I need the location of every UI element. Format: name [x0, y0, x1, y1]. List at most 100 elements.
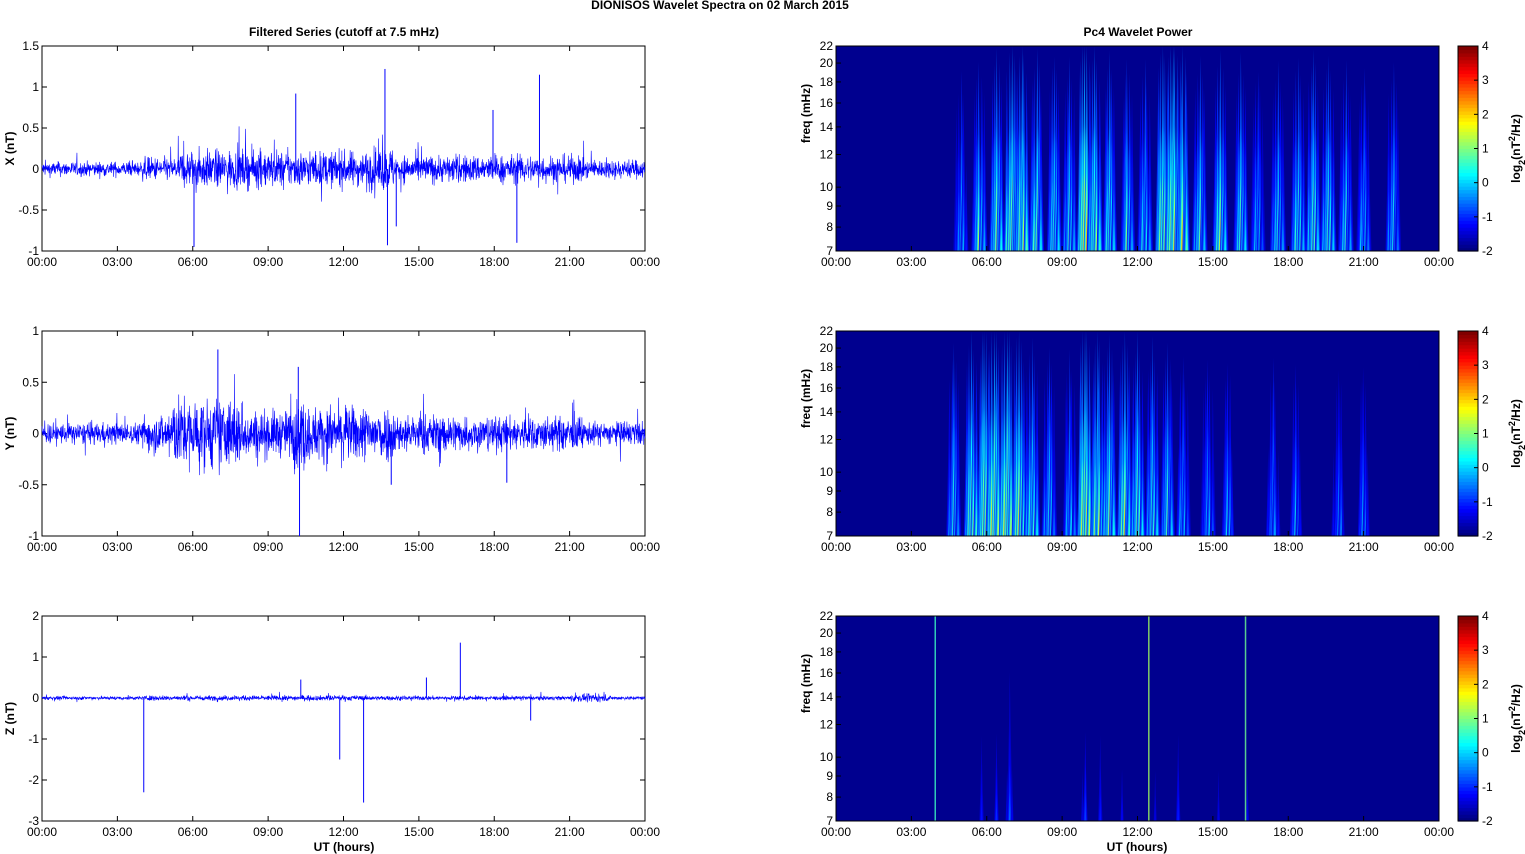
wavelet-z-y-tick-label: 9: [826, 769, 833, 783]
wavelet-z-colorbar-cell: [1458, 721, 1478, 726]
wavelet-y-y-tick-label: 20: [820, 341, 834, 355]
wavelet-z-x-tick-label: 00:00: [821, 825, 851, 839]
wavelet-x-colorbar-cell: [1458, 80, 1478, 85]
wavelet-x-burst: [1332, 218, 1335, 251]
wavelet-y-colorbar-cell: [1458, 337, 1478, 342]
wavelet-y-colorbar-cell: [1458, 378, 1478, 383]
wavelet-y-colorbar-cell: [1458, 382, 1478, 387]
wavelet-y-colorbar-cell: [1458, 454, 1478, 459]
wavelet-z-y-tick-label: 16: [820, 666, 834, 680]
wavelet-y-colorbar-cell: [1458, 491, 1478, 496]
wavelet-z-colorbar-cell: [1458, 725, 1478, 730]
wavelet-y-colorbar-cell: [1458, 481, 1478, 486]
series-z-x-tick-label: 09:00: [253, 825, 283, 839]
wavelet-x-colorbar-cell: [1458, 121, 1478, 126]
wavelet-z-colorbar-cell: [1458, 691, 1478, 696]
wavelet-z-x-tick-label: 12:00: [1122, 825, 1152, 839]
wavelet-y-colorbar-cell: [1458, 368, 1478, 373]
series-y-y-tick-label: -0.5: [18, 478, 39, 492]
wavelet-x-burst: [1040, 217, 1042, 251]
wavelet-z-colorbar-cell: [1458, 769, 1478, 774]
wavelet-x-colorbar-label: log2(nT2/Hz): [1507, 114, 1525, 183]
wavelet-x-burst: [1244, 218, 1247, 251]
wavelet-z-y-tick-label: 7: [826, 814, 833, 828]
wavelet-x-burst: [962, 219, 965, 251]
wavelet-x-colorbar-cell: [1458, 128, 1478, 133]
wavelet-x-colorbar-cell: [1458, 114, 1478, 119]
wavelet-x-y-tick-label: 14: [820, 120, 834, 134]
series-y-line: [41, 374, 646, 476]
wavelet-z-colorbar-cell: [1458, 780, 1478, 785]
wavelet-x-burst: [1185, 215, 1188, 251]
wavelet-x-x-tick-label: 00:00: [1424, 255, 1454, 269]
series-y-x-tick-label: 12:00: [328, 540, 358, 554]
wavelet-x-x-tick-label: 09:00: [1047, 255, 1077, 269]
wavelet-y-colorbar-cell: [1458, 361, 1478, 366]
wavelet-x-colorbar-cell: [1458, 244, 1478, 249]
wavelet-x-colorbar-cell: [1458, 240, 1478, 245]
wavelet-x-y-tick-label: 18: [820, 75, 834, 89]
wavelet-y-colorbar-cell: [1458, 392, 1478, 397]
wavelet-y-colorbar-tick-label: 1: [1482, 427, 1489, 441]
wavelet-y-colorbar-cell: [1458, 484, 1478, 489]
wavelet-z-colorbar-tick-label: -2: [1482, 814, 1493, 828]
wavelet-x-colorbar-cell: [1458, 162, 1478, 167]
wavelet-x-colorbar-label-part: 2: [1507, 136, 1517, 141]
wavelet-y-colorbar-label-part: 2: [1507, 421, 1517, 426]
series-y-x-tick-label: 09:00: [253, 540, 283, 554]
wavelet-z-y-tick-label: 18: [820, 645, 834, 659]
wavelet-x-y-tick-label: 22: [820, 39, 834, 53]
wavelet-x-colorbar-label-part: /Hz): [1509, 114, 1523, 136]
wavelet-z-colorbar-label-part: 2: [1507, 706, 1517, 711]
wavelet-x-colorbar-cell: [1458, 110, 1478, 115]
wavelet-z-colorbar-cell: [1458, 663, 1478, 668]
wavelet-z-colorbar-cell: [1458, 756, 1478, 761]
wavelet-z-colorbar-label-part: log: [1509, 735, 1523, 753]
wavelet-y-colorbar-cell: [1458, 365, 1478, 370]
wavelet-z-colorbar-cell: [1458, 797, 1478, 802]
wavelet-x-colorbar-cell: [1458, 49, 1478, 54]
wavelet-y-colorbar-tick-label: -2: [1482, 529, 1493, 543]
wavelet-x-colorbar-cell: [1458, 138, 1478, 143]
wavelet-y-burst: [1128, 501, 1131, 536]
wavelet-x-burst: [1282, 219, 1284, 251]
wavelet-y-burst: [1010, 497, 1012, 536]
wavelet-z-colorbar-cell: [1458, 732, 1478, 737]
wavelet-y-colorbar-cell: [1458, 474, 1478, 479]
wavelet-y-burst: [1273, 504, 1276, 536]
wavelet-z-colorbar-cell: [1458, 807, 1478, 812]
wavelet-z-colorbar-label-part: 2: [1517, 730, 1525, 735]
wavelet-z-colorbar-cell: [1458, 752, 1478, 757]
wavelet-x-colorbar-cell: [1458, 189, 1478, 194]
wavelet-z-x-tick-label: 06:00: [972, 825, 1002, 839]
wavelet-x-colorbar-cell: [1458, 196, 1478, 201]
wavelet-z-colorbar-cell: [1458, 667, 1478, 672]
wavelet-x-colorbar-tick-label: -1: [1482, 210, 1493, 224]
wavelet-z-x-tick-label: 03:00: [896, 825, 926, 839]
wavelet-y-burst: [1170, 503, 1173, 536]
series-z-x-tick-label: 15:00: [404, 825, 434, 839]
wavelet-z-colorbar-cell: [1458, 626, 1478, 631]
wavelet-z-burst: [1217, 794, 1220, 821]
wavelet-x-colorbar-cell: [1458, 90, 1478, 95]
wavelet-x-y-tick-label: 7: [826, 244, 833, 258]
wavelet-z-colorbar-cell: [1458, 677, 1478, 682]
wavelet-z-colorbar-tick-label: 2: [1482, 677, 1489, 691]
series-y-x-tick-label: 06:00: [178, 540, 208, 554]
wavelet-z-colorbar-cell: [1458, 773, 1478, 778]
wavelet-y-burst: [1112, 502, 1115, 536]
wavelet-z-colorbar-label-part: /Hz): [1509, 684, 1523, 706]
wavelet-x-colorbar-cell: [1458, 179, 1478, 184]
series-y-x-tick-label: 15:00: [404, 540, 434, 554]
wavelet-y-x-tick-label: 06:00: [972, 540, 1002, 554]
wavelet-z-colorbar-cell: [1458, 800, 1478, 805]
wavelet-z-colorbar-cell: [1458, 636, 1478, 641]
wavelet-x-burst: [1025, 215, 1028, 251]
wavelet-x-colorbar-tick-label: 0: [1482, 176, 1489, 190]
wavelet-y-colorbar-cell: [1458, 406, 1478, 411]
wavelet-z-colorbar-cell: [1458, 619, 1478, 624]
wavelet-x-colorbar-cell: [1458, 237, 1478, 242]
series-x-panel: 1.5 1 0.5 0 -0.5 -1 X (nT): [3, 39, 646, 258]
wavelet-y-colorbar-cell: [1458, 467, 1478, 472]
